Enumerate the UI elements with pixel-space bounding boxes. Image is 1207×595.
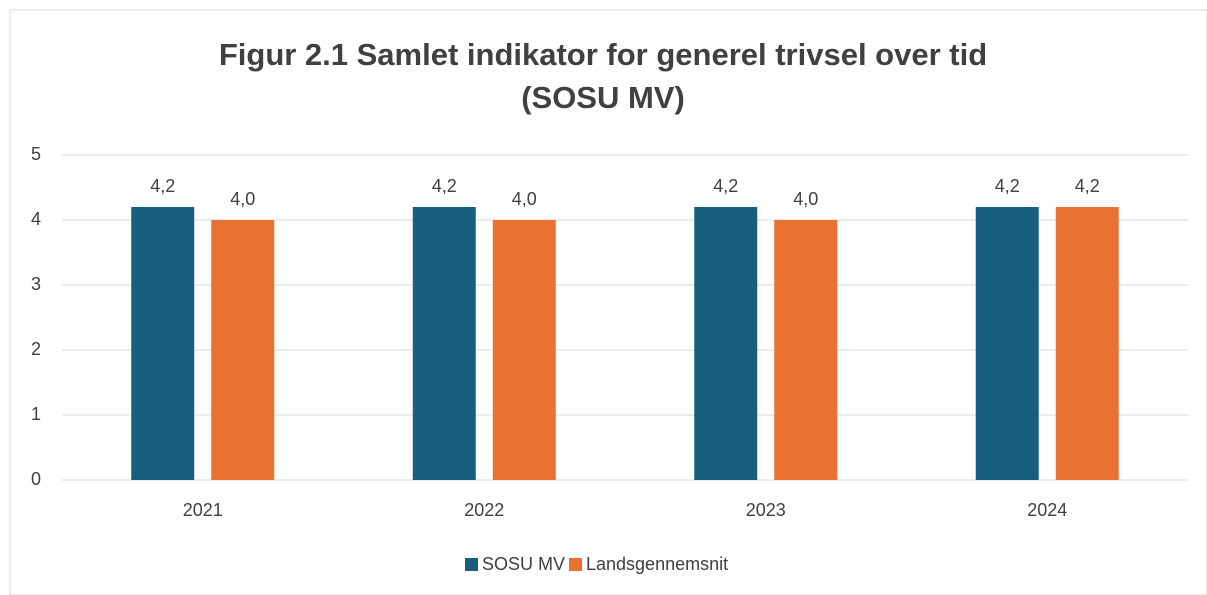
y-tick-label: 3 (31, 274, 41, 294)
bar (492, 220, 556, 480)
y-tick-label: 4 (31, 209, 41, 229)
bar (412, 207, 476, 480)
x-tick-label: 2022 (464, 500, 504, 520)
data-label: 4,2 (432, 176, 457, 196)
chart-title: (SOSU MV) (521, 80, 685, 115)
data-label: 4,0 (230, 189, 255, 209)
data-label: 4,2 (995, 176, 1020, 196)
bar (694, 207, 758, 480)
legend-label: Landsgennemsnit (586, 554, 728, 574)
bar (774, 220, 838, 480)
data-label: 4,0 (793, 189, 818, 209)
legend-label: SOSU MV (482, 554, 565, 574)
legend-swatch (465, 558, 478, 571)
y-tick-label: 5 (31, 144, 41, 164)
data-label: 4,2 (713, 176, 738, 196)
data-label: 4,0 (512, 189, 537, 209)
x-tick-label: 2023 (746, 500, 786, 520)
bar (975, 207, 1039, 480)
data-label: 4,2 (150, 176, 175, 196)
x-tick-label: 2024 (1027, 500, 1067, 520)
y-tick-label: 2 (31, 339, 41, 359)
bar (1055, 207, 1119, 480)
y-tick-label: 1 (31, 404, 41, 424)
bar (211, 220, 275, 480)
y-tick-label: 0 (31, 469, 41, 489)
chart-title: Figur 2.1 Samlet indikator for generel t… (219, 37, 987, 72)
data-label: 4,2 (1075, 176, 1100, 196)
x-tick-label: 2021 (183, 500, 223, 520)
legend-swatch (569, 558, 582, 571)
bar (131, 207, 195, 480)
